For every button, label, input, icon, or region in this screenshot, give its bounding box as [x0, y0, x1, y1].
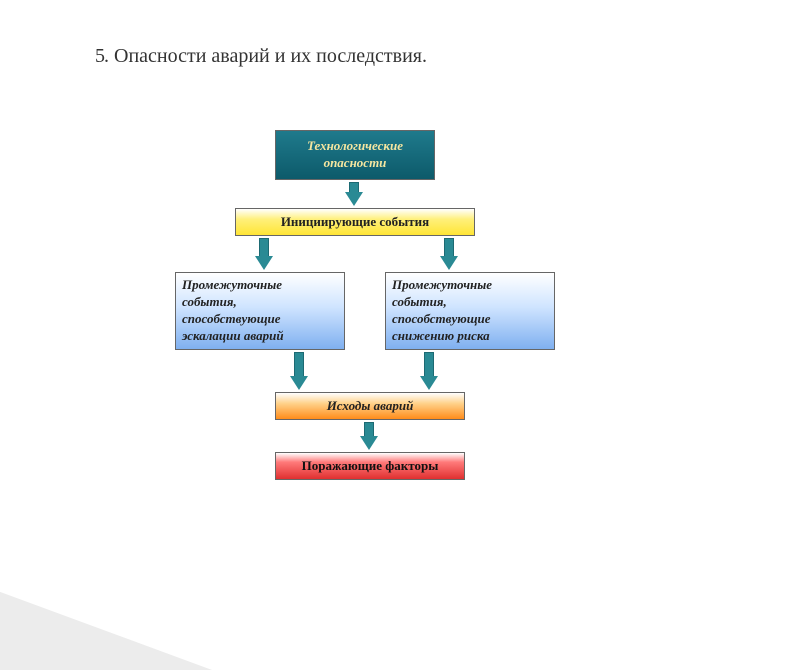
title-number: 5: [95, 45, 104, 67]
box-right-line4: снижению риска: [392, 328, 490, 345]
box-left-line1: Промежуточные: [182, 277, 282, 294]
box-right-line3: способствующие: [392, 311, 491, 328]
box-factors: Поражающие факторы: [275, 452, 465, 480]
page-title: 5. Опасности аварий и их последствия.: [95, 45, 427, 68]
box-factors-text: Поражающие факторы: [302, 458, 439, 475]
box-init-text: Инициирующие события: [281, 214, 429, 231]
box-left-line3: способствующие: [182, 311, 281, 328]
title-text: . Опасности аварий и их последствия.: [104, 45, 427, 67]
box-out-text: Исходы аварий: [327, 398, 414, 415]
box-left-line2: события,: [182, 294, 237, 311]
box-intermediate-reduction: Промежуточные события, способствующие сн…: [385, 272, 555, 350]
box-tech-hazards: Технологические опасности: [275, 130, 435, 180]
box-top-line2: опасности: [324, 155, 387, 172]
decor-triangle: [0, 580, 228, 670]
box-outcomes: Исходы аварий: [275, 392, 465, 420]
box-top-line1: Технологические: [307, 138, 403, 155]
box-initiating-events: Инициирующие события: [235, 208, 475, 236]
box-intermediate-escalation: Промежуточные события, способствующие эс…: [175, 272, 345, 350]
box-left-line4: эскалации аварий: [182, 328, 284, 345]
box-right-line1: Промежуточные: [392, 277, 492, 294]
box-right-line2: события,: [392, 294, 447, 311]
